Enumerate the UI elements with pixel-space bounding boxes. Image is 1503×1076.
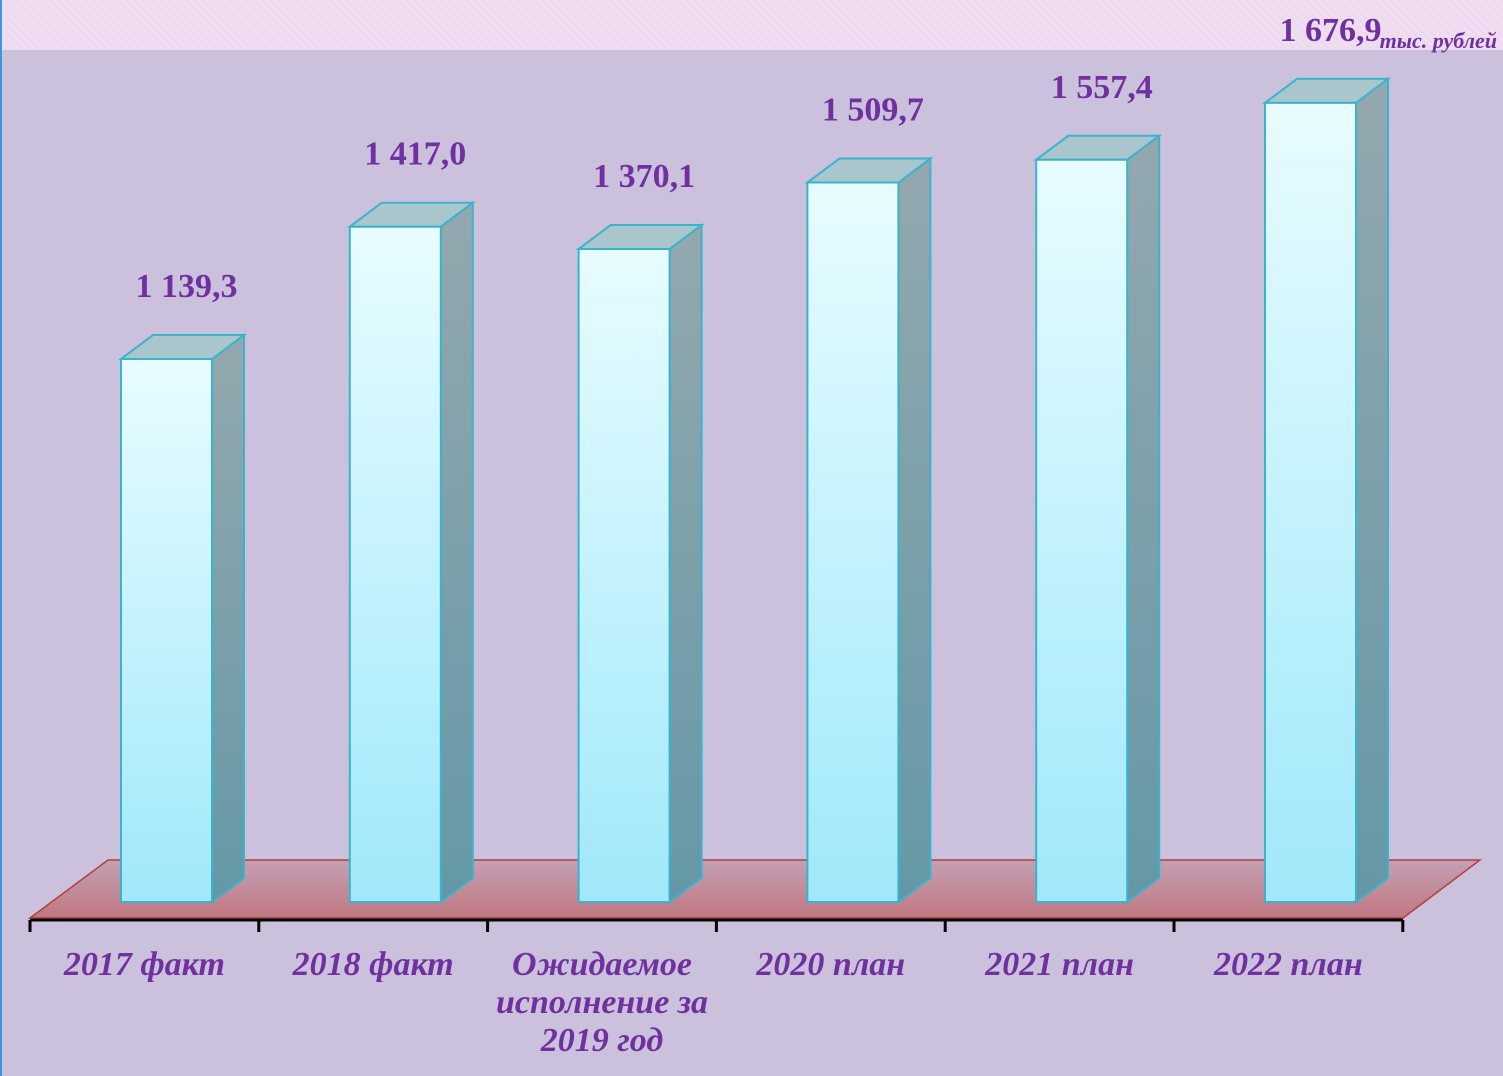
bar-front	[348, 225, 442, 903]
bar	[1262, 76, 1391, 904]
x-tick-label: 2021 план	[985, 946, 1134, 983]
bar-front	[120, 358, 213, 903]
x-tick-label: 2018 факт	[292, 946, 454, 983]
bar-side	[668, 223, 703, 904]
unit-label: тыс. рублей	[1379, 28, 1497, 53]
value-label: 1 370,1	[593, 158, 695, 195]
bar-front	[806, 181, 900, 903]
bar-side	[1355, 76, 1389, 904]
value-label: 1 417,0	[364, 136, 466, 173]
frame-border	[0, 0, 8, 1076]
floor	[27, 859, 1483, 919]
value-label: 1 676,9	[1280, 12, 1382, 49]
bar	[575, 223, 705, 904]
bar	[118, 333, 247, 904]
bar-side	[897, 156, 932, 904]
bar-front	[1035, 158, 1129, 903]
x-tick-label: 2022 план	[1214, 946, 1363, 983]
header-band	[0, 0, 1503, 50]
bar	[1033, 133, 1163, 904]
bar	[804, 156, 934, 904]
value-label: 1 557,4	[1051, 69, 1153, 106]
value-label: 1 139,3	[136, 268, 238, 305]
bar-side	[439, 200, 474, 904]
bar-side	[1126, 133, 1161, 904]
x-tick-label: 2017 факт	[63, 946, 225, 983]
x-tick-label: Ожидаемое исполнение за 2019 год	[495, 946, 709, 1059]
bar-side	[211, 333, 245, 904]
value-label: 1 509,7	[822, 92, 924, 129]
bar	[346, 200, 476, 904]
x-tick-label: 2020 план	[756, 946, 906, 983]
bar-front	[577, 248, 671, 903]
bar-front	[1264, 101, 1357, 903]
